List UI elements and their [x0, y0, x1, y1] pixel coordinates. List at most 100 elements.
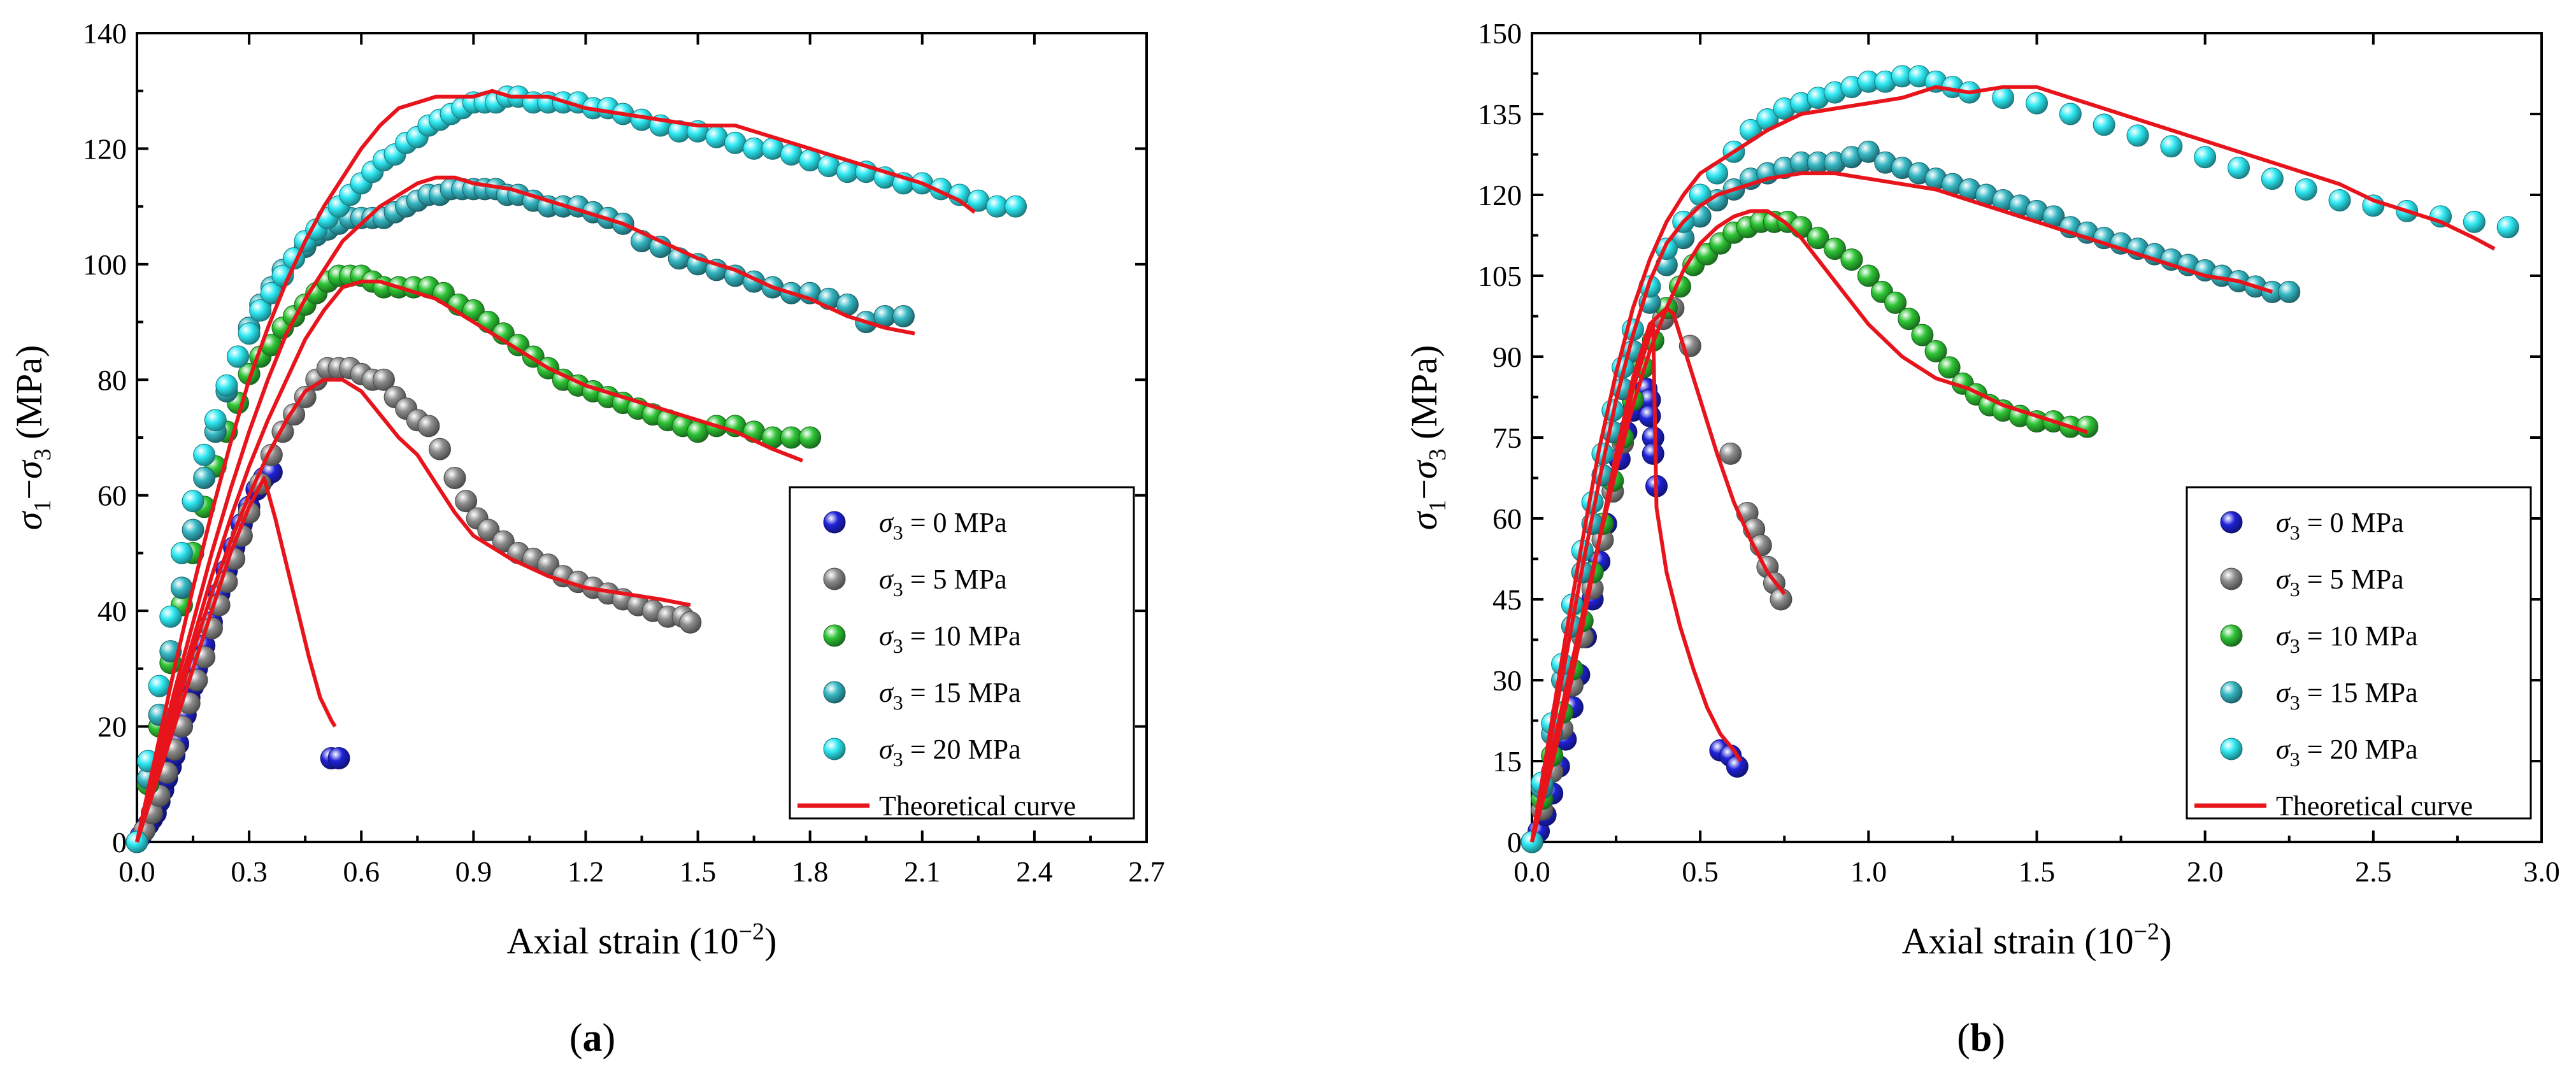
legend-marker [2220, 511, 2243, 534]
x-tick-label: 2.7 [1128, 855, 1165, 888]
series-1 [1521, 297, 1792, 853]
series-3 [125, 178, 915, 853]
data-point [799, 426, 822, 449]
panel-label: (a) [569, 1016, 615, 1060]
y-tick-label: 140 [83, 17, 127, 50]
y-tick-label: 100 [83, 248, 127, 281]
data-point [372, 368, 395, 391]
legend-marker [823, 567, 846, 590]
series-4 [125, 85, 1027, 853]
theoretical-curve-line [1530, 85, 2496, 843]
data-point [148, 674, 171, 697]
theoretical-curve-line [135, 280, 803, 843]
y-tick-label: 60 [97, 480, 127, 512]
data-point [238, 322, 261, 345]
legend-label: σ3 = 0 MPa [879, 507, 1007, 544]
x-tick-label: 2.0 [2187, 855, 2224, 888]
legend-label: Theoretical curve [879, 790, 1076, 822]
data-point [182, 490, 204, 513]
data-point [1911, 324, 1934, 346]
legend-marker [823, 511, 846, 534]
y-tick-label: 135 [1478, 98, 1522, 131]
x-tick-label: 1.8 [792, 855, 829, 888]
data-point [2278, 280, 2301, 303]
legend-box [789, 486, 1135, 820]
legend-label: σ3 = 15 MPa [879, 677, 1021, 714]
data-point [2059, 103, 2082, 125]
legend-label: σ3 = 20 MPa [879, 734, 1021, 771]
y-tick-label: 105 [1478, 260, 1522, 292]
data-point [477, 518, 500, 541]
y-tick-label: 45 [1492, 583, 1522, 616]
data-point [193, 443, 216, 466]
y-tick-label: 90 [1492, 341, 1522, 373]
data-point [1719, 442, 1742, 465]
data-point [705, 125, 728, 148]
legend-label: σ3 = 10 MPa [2276, 620, 2418, 657]
data-point [1924, 340, 1947, 363]
data-point [724, 131, 747, 154]
data-point [1884, 291, 1907, 314]
y-tick-label: 150 [1478, 17, 1522, 50]
theoretical-curve-line [135, 89, 976, 843]
x-axis-label: Axial strain (10−2) [507, 918, 777, 962]
theoretical-curves [135, 89, 976, 843]
y-axis-label: σ1−σ3 (MPa) [1403, 345, 1451, 531]
data-point [2228, 157, 2250, 180]
x-tick-label: 0.0 [118, 855, 155, 888]
data-point [1840, 248, 1863, 271]
data-point [2261, 168, 2284, 190]
legend-marker [823, 624, 846, 647]
legend-marker [2220, 567, 2243, 590]
y-tick-label: 80 [97, 364, 127, 396]
data-point [249, 299, 272, 322]
legend-marker [2220, 738, 2243, 760]
y-tick-label: 20 [97, 711, 127, 743]
legend-label: σ3 = 5 MPa [2276, 564, 2404, 601]
x-tick-label: 3.0 [2523, 855, 2560, 888]
x-tick-label: 2.5 [2355, 855, 2392, 888]
x-axis-label: Axial strain (10−2) [1902, 918, 2172, 962]
x-tick-label: 1.5 [2019, 855, 2056, 888]
legend-label: σ3 = 15 MPa [2276, 677, 2418, 714]
legend-label: σ3 = 5 MPa [879, 564, 1007, 601]
data-point [159, 605, 182, 628]
legend-marker [823, 738, 846, 760]
data-point [2294, 178, 2317, 201]
data-point [193, 467, 216, 489]
y-tick-label: 0 [112, 826, 127, 859]
data-point [2093, 113, 2115, 136]
x-tick-label: 0.6 [343, 855, 380, 888]
y-tick-label: 120 [1478, 179, 1522, 211]
y-tick-label: 40 [97, 595, 127, 627]
x-tick-label: 0.0 [1513, 855, 1550, 888]
chart-panel-a: 0.0 0.3 0.6 0.9 1.2 1.5 1.8 2.1 2.4 2.7 0 20 40 60 80 1… [8, 17, 1165, 1060]
legend-marker [823, 681, 846, 704]
data-point [2076, 415, 2099, 438]
data-point [1857, 140, 1880, 163]
data-point [1005, 195, 1027, 218]
data-point [1938, 356, 1961, 379]
data-point [327, 746, 350, 769]
data-point [182, 518, 204, 541]
theoretical-curve-line [135, 175, 915, 843]
data-point [227, 345, 249, 368]
data-point [2026, 92, 2048, 115]
data-point [455, 490, 478, 513]
data-point [1898, 308, 1921, 331]
x-tick-label: 0.9 [455, 855, 492, 888]
x-tick-label: 1.2 [568, 855, 605, 888]
theoretical-curve-line [1530, 209, 2088, 843]
legend-label: σ3 = 0 MPa [2276, 507, 2404, 544]
data-point [1642, 442, 1664, 465]
panel-label: (b) [1957, 1016, 2005, 1060]
data-point [429, 438, 451, 460]
legend-label: σ3 = 10 MPa [879, 620, 1021, 657]
data-point [1992, 87, 2015, 110]
x-tick-label: 0.3 [231, 855, 268, 888]
legend-box [2186, 486, 2532, 820]
data-point [1807, 227, 1829, 250]
x-tick-label: 1.5 [680, 855, 717, 888]
y-tick-label: 0 [1507, 826, 1522, 859]
